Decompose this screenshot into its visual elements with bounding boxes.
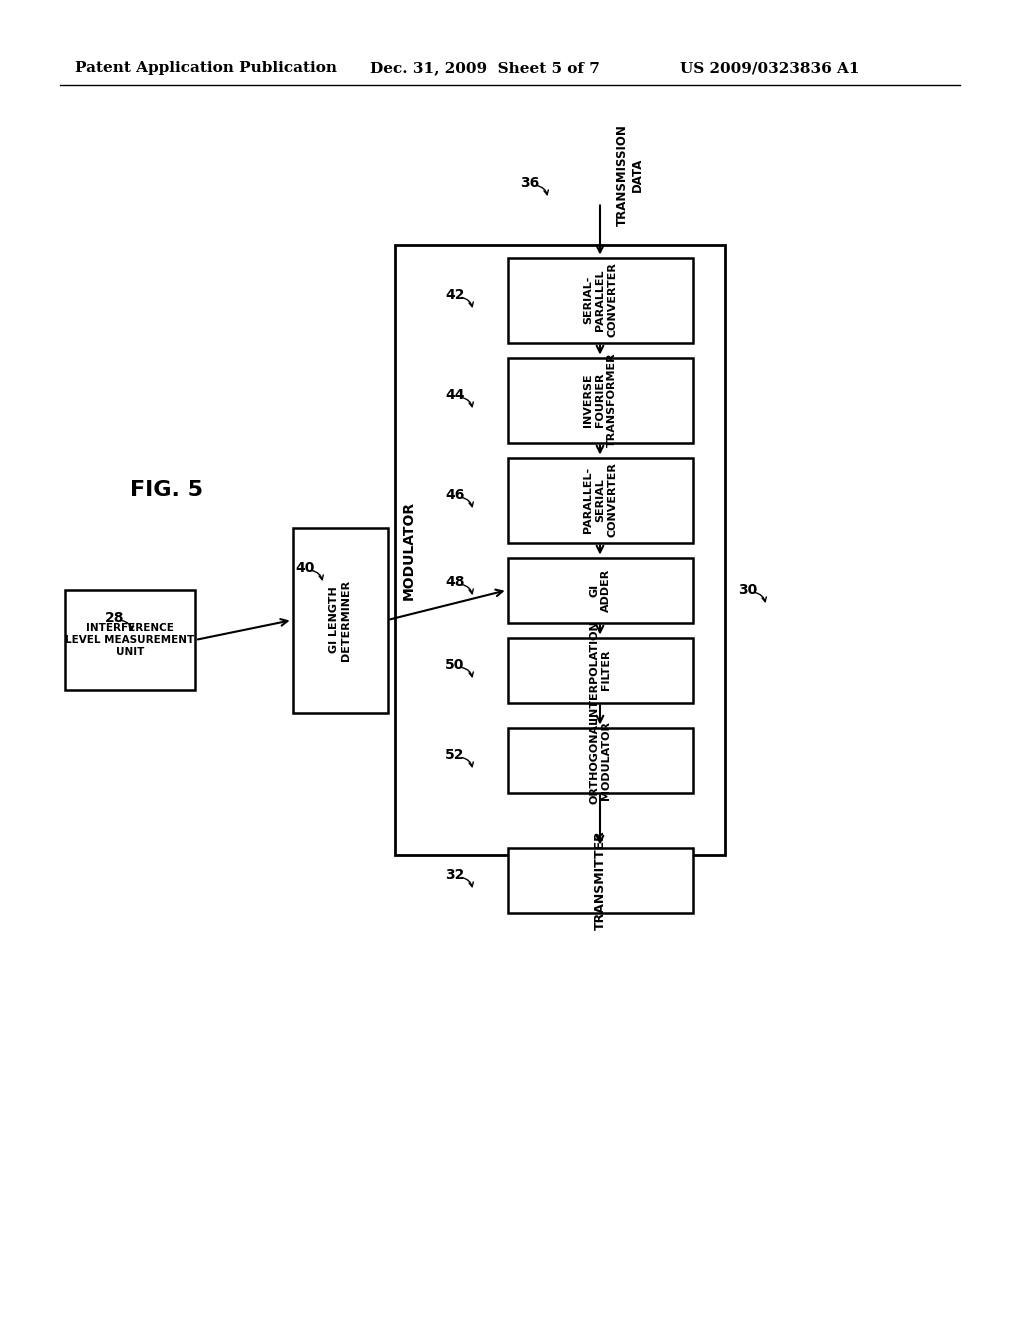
Bar [508, 727, 692, 792]
Text: MODULATOR: MODULATOR [402, 500, 416, 599]
Text: PARALLEL-
SERIAL
CONVERTER: PARALLEL- SERIAL CONVERTER [583, 462, 617, 537]
Text: GI
ADDER: GI ADDER [589, 569, 611, 611]
Text: 52: 52 [445, 748, 465, 762]
Text: 40: 40 [295, 561, 314, 576]
Bar [508, 557, 692, 623]
Text: 36: 36 [520, 176, 540, 190]
Text: 50: 50 [445, 657, 465, 672]
Bar [293, 528, 387, 713]
Text: SERIAL-
PARALLEL
CONVERTER: SERIAL- PARALLEL CONVERTER [583, 263, 617, 338]
Text: 30: 30 [738, 583, 758, 597]
Text: 46: 46 [445, 488, 465, 502]
Text: INTERPOLATION
FILTER: INTERPOLATION FILTER [589, 620, 611, 719]
Bar [508, 257, 692, 342]
Text: 32: 32 [445, 869, 465, 882]
Text: INTERFERENCE
LEVEL MEASUREMENT
UNIT: INTERFERENCE LEVEL MEASUREMENT UNIT [66, 623, 195, 657]
Text: 44: 44 [445, 388, 465, 403]
Bar [65, 590, 195, 690]
Text: ORTHOGONAL
MODULATOR: ORTHOGONAL MODULATOR [589, 717, 611, 804]
Bar [508, 358, 692, 442]
Text: US 2009/0323836 A1: US 2009/0323836 A1 [680, 61, 859, 75]
Text: GI LENGTH
DETERMINER: GI LENGTH DETERMINER [329, 579, 351, 660]
Text: 48: 48 [445, 576, 465, 589]
Text: INVERSE
FOURIER
TRANSFORMER: INVERSE FOURIER TRANSFORMER [583, 352, 617, 447]
Text: Patent Application Publication: Patent Application Publication [75, 61, 337, 75]
Text: 42: 42 [445, 288, 465, 302]
Text: TRANSMISSION
DATA: TRANSMISSION DATA [616, 124, 644, 226]
Bar [395, 246, 725, 855]
Text: 28: 28 [105, 611, 125, 624]
Bar [508, 458, 692, 543]
Text: FIG. 5: FIG. 5 [130, 480, 203, 500]
Bar [508, 638, 692, 702]
Text: Dec. 31, 2009  Sheet 5 of 7: Dec. 31, 2009 Sheet 5 of 7 [370, 61, 600, 75]
Text: TRANSMITTER: TRANSMITTER [594, 830, 606, 929]
Bar [508, 847, 692, 912]
